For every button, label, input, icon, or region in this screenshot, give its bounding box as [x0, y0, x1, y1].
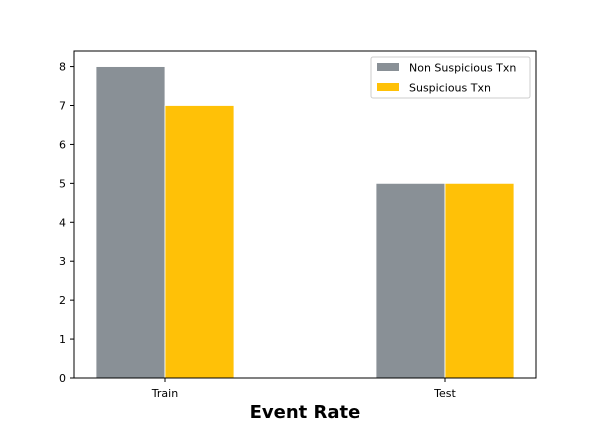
y-tick-label: 2 [59, 294, 66, 307]
legend-box [370, 56, 531, 99]
bar-test-non-suspicious [375, 182, 446, 379]
x-tick-label-train: Train [151, 387, 178, 400]
bars-group [95, 66, 515, 379]
x-axis: Train Test [151, 378, 457, 400]
legend-swatch-suspicious [377, 83, 399, 91]
y-tick-label: 3 [59, 255, 66, 268]
legend-label-suspicious: Suspicious Txn [409, 82, 491, 95]
y-tick-label: 8 [59, 61, 66, 74]
bar-test-suspicious [444, 182, 515, 379]
bar-train-suspicious [164, 105, 235, 379]
y-tick-label: 7 [59, 100, 66, 113]
y-tick-label: 1 [59, 333, 66, 346]
legend-label-non-suspicious: Non Suspicious Txn [409, 62, 516, 75]
bar-train-non-suspicious [95, 66, 166, 379]
legend: Non Suspicious Txn Suspicious Txn [370, 56, 531, 99]
y-tick-label: 4 [59, 216, 66, 229]
axes-frame [73, 50, 537, 379]
y-axis: 0 1 2 3 4 5 6 7 8 [59, 61, 74, 385]
x-tick-label-test: Test [433, 387, 456, 400]
x-axis-label: Event Rate [250, 402, 361, 423]
y-tick-label: 6 [59, 138, 66, 151]
y-tick-label: 5 [59, 177, 66, 190]
y-tick-label: 0 [59, 372, 66, 385]
legend-swatch-non-suspicious [377, 63, 399, 71]
